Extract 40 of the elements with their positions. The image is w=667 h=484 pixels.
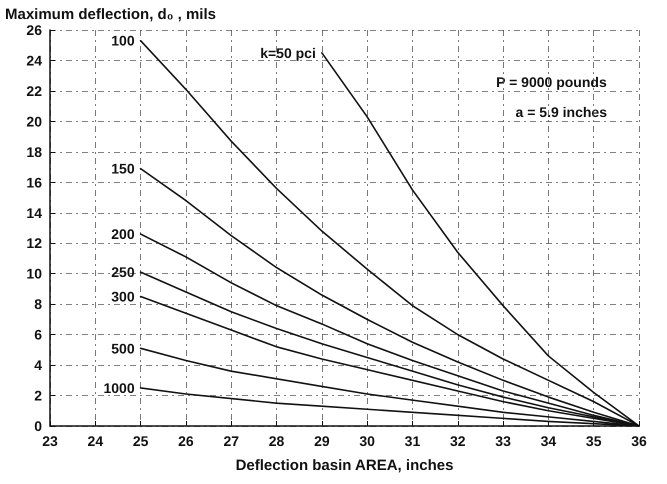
x-tick-label: 34 [540,433,556,449]
annotation: P = 9000 pounds [496,74,607,90]
x-tick-label: 29 [314,433,330,449]
y-tick-label: 12 [26,235,42,252]
y-tick-label: 4 [34,357,42,374]
series-label: 1000 [103,380,135,396]
x-tick-label: 33 [495,433,512,449]
y-tick-label: 20 [26,113,42,130]
series-label: 500 [111,340,135,356]
y-tick-label: 10 [26,266,42,282]
y-tick-label: 8 [34,296,42,312]
annotation: a = 5.9 inches [516,104,608,120]
y-axis-title: Maximum deflection, d₀ , mils [5,6,216,23]
series-label: 200 [111,226,135,242]
x-tick-label: 23 [42,433,58,449]
y-tick-label: 22 [26,82,42,99]
y-tick-label: 18 [26,144,42,160]
x-tick-label: 24 [88,433,104,449]
x-axis-title: Deflection basin AREA, inches [236,457,454,474]
series-label: 100 [111,32,135,49]
x-tick-label: 35 [586,433,602,449]
x-tick-label: 28 [268,433,285,449]
x-tick-label: 26 [178,433,194,449]
x-tick-label: 25 [132,433,149,449]
series-label: 250 [111,264,135,280]
y-tick-label: 14 [26,204,42,221]
series-label: k=50 pci [260,44,316,61]
x-tick-label: 27 [223,433,240,449]
y-tick-label: 16 [26,174,42,190]
x-tick-label: 31 [404,433,420,449]
x-tick-label: 36 [631,433,647,449]
series-label: 150 [111,160,135,177]
x-tick-label: 30 [359,433,376,449]
y-tick-label: 2 [34,388,42,404]
y-tick-label: 26 [26,22,42,38]
y-tick-label: 6 [34,326,42,343]
y-tick-label: 0 [34,418,42,434]
x-tick-label: 32 [450,433,466,449]
series-label: 300 [111,288,135,305]
y-tick-label: 24 [26,52,42,68]
